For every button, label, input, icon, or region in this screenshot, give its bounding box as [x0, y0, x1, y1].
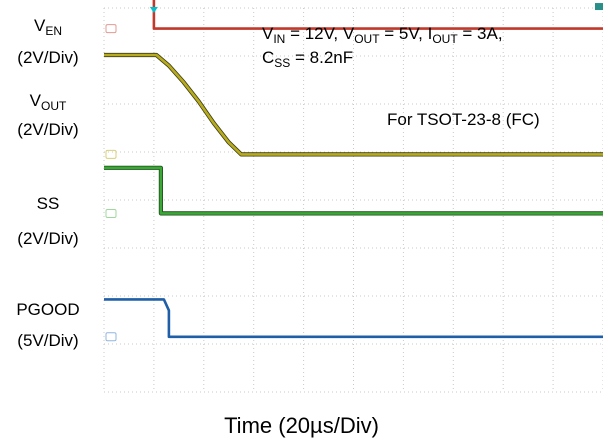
cond-iout-value: = 3A,	[457, 24, 503, 43]
channel-scale-ven: (2V/Div)	[17, 48, 79, 67]
scope-grid	[103, 7, 603, 393]
cond-out-sub: OUT	[354, 32, 380, 46]
ground-marker-ven	[105, 24, 117, 34]
channel-scale-pgood: (5V/Div)	[17, 331, 79, 350]
ground-marker-pgood	[105, 332, 117, 342]
trace-outline-ss	[104, 165, 603, 216]
cond-vin-value: = 12V, V	[285, 24, 355, 43]
channel-label-vout: VOUT	[0, 91, 96, 116]
test-conditions-line1: VIN = 12V, VOUT = 5V, IOUT = 3A,	[262, 24, 503, 49]
cond-in-sub: IN	[273, 32, 286, 46]
channel-scale-vout: (2V/Div)	[17, 120, 79, 139]
channel-markers	[105, 3, 603, 342]
channel-scale-ss: (2V/Div)	[17, 229, 79, 248]
ground-marker-ss	[105, 208, 117, 218]
channel-label-ven: VEN	[0, 16, 96, 41]
package-note: For TSOT-23-8 (FC)	[387, 110, 540, 129]
channel-name-ven-sub: EN	[45, 24, 62, 38]
channel-label-pgood: PGOOD	[16, 300, 80, 319]
cond-c: C	[262, 48, 275, 67]
channel-name-vout-main: V	[29, 91, 41, 110]
cond-iout-sub: OUT	[432, 32, 458, 46]
channel-name-ven-main: V	[33, 16, 46, 35]
trigger-marker-icon	[149, 7, 158, 13]
ground-marker-vout	[105, 149, 117, 159]
cond-ss-sub: SS	[274, 56, 291, 70]
trace-ss	[104, 166, 603, 215]
cond-vout-value: = 5V, I	[379, 24, 433, 43]
time-axis-label: Time (20µs/Div)	[224, 413, 379, 438]
trace-pgood	[104, 298, 603, 339]
cond-css-value: = 8.2nF	[290, 48, 354, 67]
cond-v: V	[262, 24, 274, 43]
trace-vout	[104, 53, 603, 156]
channel-name-vout-sub: OUT	[41, 99, 67, 113]
offset-marker-icon	[595, 3, 603, 11]
channel-label-ss: SS	[36, 194, 60, 213]
test-conditions-line2: CSS = 8.2nF	[262, 48, 353, 73]
